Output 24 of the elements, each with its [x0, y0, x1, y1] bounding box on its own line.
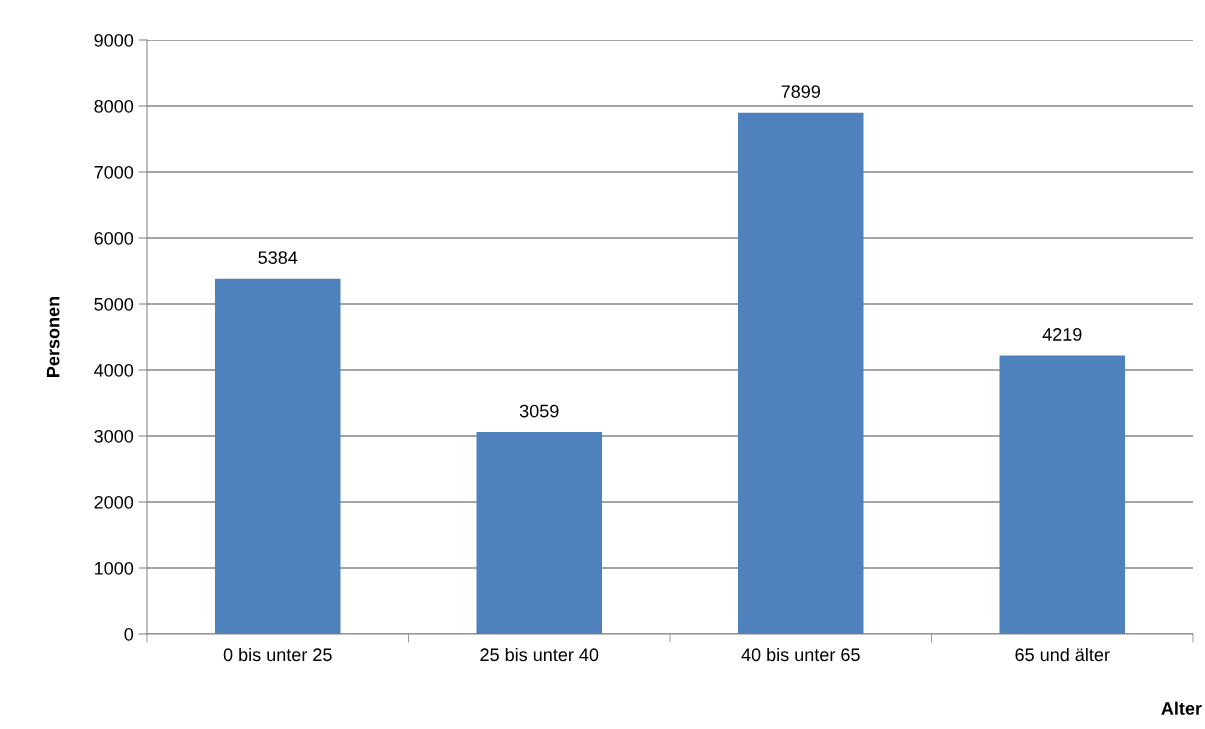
- y-tick-label: 3000: [94, 429, 134, 443]
- y-tick-label: 9000: [94, 33, 134, 47]
- y-tick-label: 6000: [94, 231, 134, 245]
- x-tick-label: 25 bis unter 40: [480, 647, 599, 662]
- data-label: 3059: [519, 404, 559, 418]
- data-label: 5384: [258, 251, 298, 264]
- bar: [214, 278, 341, 634]
- y-tick-label: 1000: [95, 561, 134, 575]
- y-tick-label: 7000: [94, 165, 134, 179]
- y-axis-title: Personen: [46, 296, 60, 377]
- y-tick-label: 5000: [94, 297, 134, 311]
- bar: [999, 355, 1126, 634]
- x-tick-label: 65 und älter: [1015, 647, 1110, 662]
- bar: [737, 112, 864, 634]
- y-tick-label: 4000: [94, 363, 134, 377]
- x-tick-label: 0 bis unter 25: [223, 647, 332, 662]
- bar: [476, 432, 603, 634]
- y-tick-label: 8000: [94, 99, 134, 113]
- y-tick-label: 2000: [94, 495, 134, 509]
- y-tick-label: 0: [124, 627, 134, 641]
- x-tick-label: 40 bis unter 65: [741, 647, 860, 662]
- data-label: 4219: [1042, 328, 1082, 341]
- data-label: 7899: [781, 85, 820, 98]
- x-axis-title: Alter: [1161, 701, 1202, 715]
